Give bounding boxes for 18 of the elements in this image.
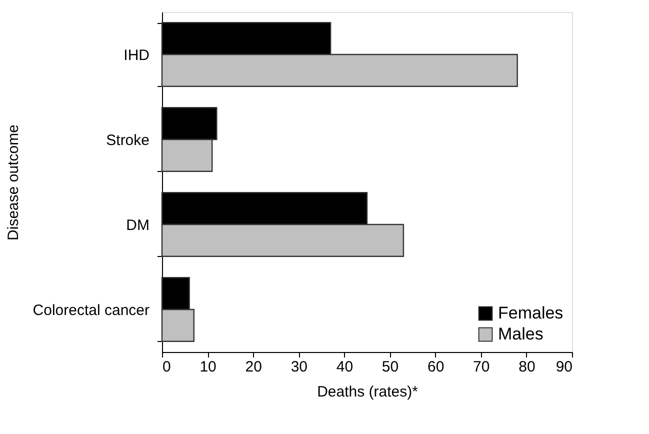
x-tick-label: 40 bbox=[336, 358, 354, 376]
y-tick-label: Colorectal cancer bbox=[32, 302, 150, 319]
y-axis-title: Disease outcome bbox=[4, 124, 22, 240]
y-tick-label: Stroke bbox=[106, 132, 150, 149]
x-tick-label: 60 bbox=[427, 358, 444, 376]
x-tick-label: 20 bbox=[245, 358, 262, 376]
x-tick-label: 90 bbox=[556, 358, 572, 376]
x-tick-label: 10 bbox=[200, 358, 216, 376]
x-axis-title: Deaths (rates)* bbox=[317, 384, 418, 400]
y-tick-label: IHD bbox=[124, 47, 150, 64]
y-tick-label: DM bbox=[126, 217, 150, 234]
legend-label: Males bbox=[498, 324, 544, 344]
x-tick-label: 0 bbox=[162, 358, 171, 376]
x-tick-label: 50 bbox=[382, 358, 399, 376]
x-tick-label: 80 bbox=[518, 358, 536, 376]
x-tick-label: 30 bbox=[290, 358, 308, 376]
legend-label: Females bbox=[498, 304, 564, 322]
x-tick-label: 70 bbox=[473, 358, 490, 376]
